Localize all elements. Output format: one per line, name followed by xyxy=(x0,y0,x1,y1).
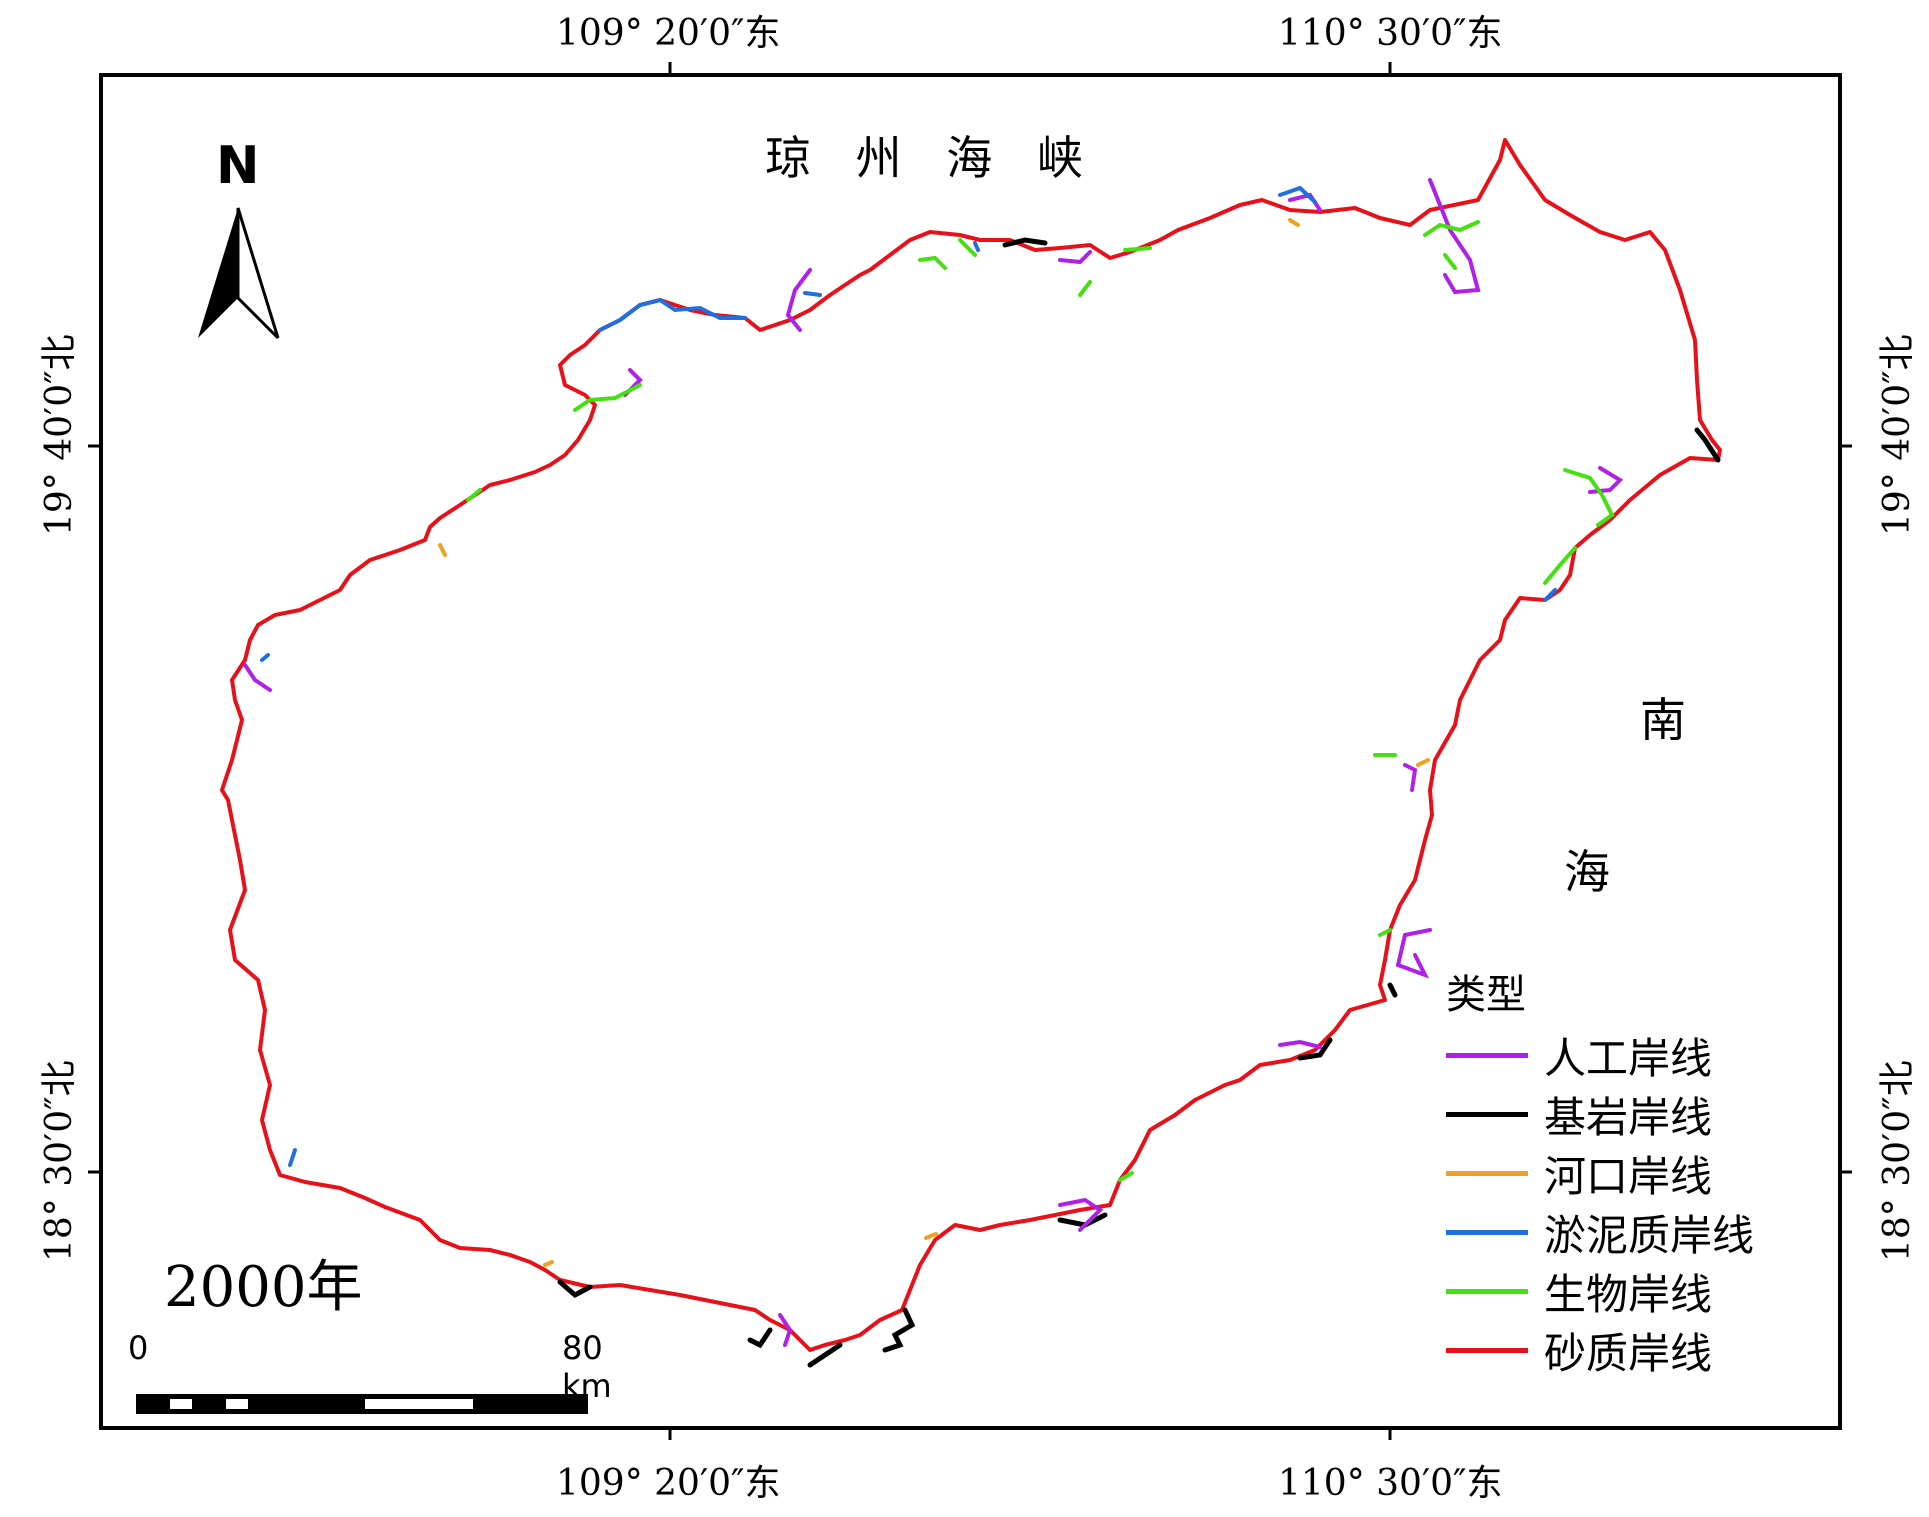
coord-right-2: 18° 30′0″北 xyxy=(1877,1060,1918,1262)
bio-segments xyxy=(466,220,1615,1182)
scale-bar-graphic xyxy=(136,1394,588,1414)
legend-item-estuary: 河口岸线 xyxy=(1446,1144,1754,1203)
coord-bottom-2: 110° 30′0″东 xyxy=(1278,1463,1503,1504)
strait-label: 琼 州 海 峡 xyxy=(765,131,1083,185)
year-label: 2000年 xyxy=(164,1255,363,1320)
legend-title: 类型 xyxy=(1446,972,1526,1018)
north-arrow-icon xyxy=(198,207,280,340)
legend-item-bedrock: 基岩岸线 xyxy=(1446,1085,1754,1144)
coord-top-1: 109° 20′0″东 xyxy=(556,13,781,54)
legend-swatch xyxy=(1446,1053,1528,1058)
coord-left-1: 19° 40′0″北 xyxy=(39,334,80,536)
sandy-coastline xyxy=(220,138,1722,1352)
legend-swatch xyxy=(1446,1289,1528,1294)
legend-item-mud: 淤泥质岸线 xyxy=(1446,1203,1754,1262)
coord-top-2: 110° 30′0″东 xyxy=(1278,13,1503,54)
legend-label: 基岩岸线 xyxy=(1544,1093,1713,1142)
legend-label: 河口岸线 xyxy=(1544,1152,1713,1201)
legend-label: 生物岸线 xyxy=(1544,1270,1713,1319)
legend-item-bio: 生物岸线 xyxy=(1446,1262,1754,1321)
coord-bottom-1: 109° 20′0″东 xyxy=(556,1463,781,1504)
coord-left-2: 18° 30′0″北 xyxy=(39,1060,80,1262)
mud-segments xyxy=(260,185,1557,1167)
coord-right-1: 19° 40′0″北 xyxy=(1877,334,1918,536)
map-frame xyxy=(99,73,1842,1430)
legend-label: 淤泥质岸线 xyxy=(1544,1211,1755,1260)
legend-swatch xyxy=(1446,1112,1528,1117)
border-ticks xyxy=(88,62,1852,1440)
legend: 类型 人工岸线 基岩岸线 河口岸线 淤泥质岸线 生物岸线 砂质岸线 xyxy=(1446,962,1754,1380)
legend-swatch xyxy=(1446,1230,1528,1235)
artificial-segments xyxy=(243,178,1624,1347)
legend-item-sandy: 砂质岸线 xyxy=(1446,1321,1754,1380)
south-sea-label-2: 海 xyxy=(1564,845,1610,899)
scale-start-label: 0 xyxy=(128,1329,149,1367)
legend-swatch xyxy=(1446,1171,1528,1176)
legend-swatch xyxy=(1446,1348,1528,1353)
scale-end-label: 80 km xyxy=(562,1329,612,1405)
estuary-segments xyxy=(438,218,1430,1267)
north-arrow-label: N xyxy=(216,136,260,196)
legend-item-artificial: 人工岸线 xyxy=(1446,1026,1754,1085)
south-sea-label-1: 南 xyxy=(1640,693,1686,747)
legend-label: 砂质岸线 xyxy=(1544,1329,1713,1378)
legend-label: 人工岸线 xyxy=(1544,1034,1713,1083)
bedrock-segments xyxy=(557,237,1721,1368)
